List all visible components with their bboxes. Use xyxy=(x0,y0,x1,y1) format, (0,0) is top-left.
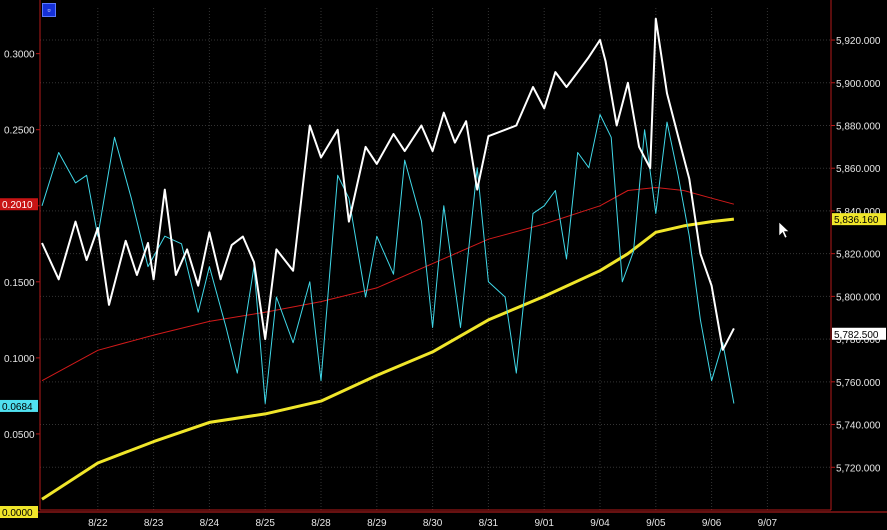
indicator-value-tag: 0.0684 xyxy=(2,402,33,413)
left-tick-label: 0.2500 xyxy=(4,126,35,137)
series-price xyxy=(41,17,735,351)
x-tick-label: 8/30 xyxy=(423,518,443,529)
left-tick-label: 0.0500 xyxy=(4,430,35,441)
right-tick-label: 5,900.000 xyxy=(836,79,881,90)
left-tick-label: 0.1000 xyxy=(4,354,35,365)
ma-short-value-tag-box xyxy=(0,198,38,211)
indicator-value-tag-box xyxy=(0,399,38,412)
x-tick-label: 9/07 xyxy=(758,518,778,529)
ma-short-value-tag: 0.2010 xyxy=(2,200,33,211)
zero-value-tag: 0.0000 xyxy=(2,508,33,519)
right-tick-label: 5,800.000 xyxy=(836,292,881,303)
left-tick-label: 0.1500 xyxy=(4,278,35,289)
x-tick-label: 9/04 xyxy=(590,518,610,529)
x-tick-label: 8/25 xyxy=(255,518,275,529)
series-lines xyxy=(41,17,735,501)
series-indicator xyxy=(41,114,735,404)
price-value-tag: 5,782.500 xyxy=(834,330,879,341)
series-ma-short xyxy=(41,187,735,382)
x-tick-label: 9/01 xyxy=(534,518,554,529)
right-tick-label: 5,780.000 xyxy=(836,335,881,346)
series-ma-long xyxy=(41,217,735,501)
mouse-pointer-icon xyxy=(778,221,790,239)
x-tick-label: 9/06 xyxy=(702,518,722,529)
left-tick-label: 0.3000 xyxy=(4,50,35,61)
x-tick-label: 9/05 xyxy=(646,518,666,529)
right-tick-label: 5,880.000 xyxy=(836,121,881,132)
x-tick-label: 8/29 xyxy=(367,518,387,529)
ma-long-value-tag-box xyxy=(832,213,886,226)
right-tick-label: 5,820.000 xyxy=(836,250,881,261)
axes xyxy=(0,0,887,513)
right-tick-label: 5,760.000 xyxy=(836,378,881,389)
price-value-tag-box xyxy=(832,327,886,340)
value-tags: 0.2010 0.0684 0.0000 5,836.160 5,782.500 xyxy=(0,198,886,519)
right-tick-label: 5,740.000 xyxy=(836,421,881,432)
x-tick-label: 8/31 xyxy=(479,518,499,529)
square-window-icon[interactable]: ▫ xyxy=(42,3,56,17)
right-tick-label: 5,720.000 xyxy=(836,463,881,474)
x-tick-label: 8/22 xyxy=(88,518,108,529)
x-tick-label: 8/24 xyxy=(200,518,220,529)
right-tick-label: 5,860.000 xyxy=(836,164,881,175)
zero-value-tag-box xyxy=(0,506,38,518)
x-tick-label: 8/23 xyxy=(144,518,164,529)
x-tick-label: 8/28 xyxy=(311,518,331,529)
right-tick-label: 5,920.000 xyxy=(836,36,881,47)
right-tick-label: 5,840.000 xyxy=(836,207,881,218)
tick-labels: 8/22 8/23 8/24 8/25 8/28 8/29 8/30 8/31 9/01 9/04… xyxy=(4,36,881,529)
ma-long-value-tag: 5,836.160 xyxy=(834,215,879,226)
